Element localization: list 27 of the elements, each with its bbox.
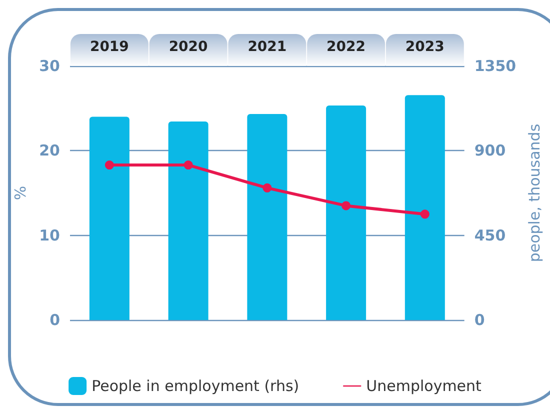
y2-tick-label: 0 — [474, 311, 485, 329]
y2-tick-label: 1350 — [474, 57, 516, 75]
y2-axis-title: people, thousands — [526, 124, 544, 262]
legend-label: Unemployment — [366, 377, 482, 395]
point — [420, 210, 430, 219]
y-tick-label: 20 — [39, 142, 60, 160]
y2-tick-label: 450 — [474, 226, 506, 244]
point — [104, 160, 114, 170]
x-tick-label: 2019 — [90, 39, 129, 55]
point — [262, 183, 272, 192]
y-tick-label: 30 — [39, 57, 60, 75]
bar — [247, 114, 288, 320]
bar — [89, 116, 130, 320]
x-tick-label: 2022 — [326, 39, 366, 55]
y-axis-title: % — [12, 186, 30, 200]
bar — [404, 95, 445, 320]
bar — [326, 106, 366, 320]
y2-tick-label: 900 — [474, 142, 506, 160]
x-tick-label: 2023 — [405, 39, 444, 55]
point — [342, 201, 351, 210]
x-tick-label: 2020 — [168, 39, 208, 55]
legend-label: People in employment (rhs) — [92, 377, 300, 395]
y-tick-label: 10 — [39, 226, 60, 244]
point — [184, 160, 193, 170]
bar — [168, 122, 208, 320]
x-tick-label: 2021 — [248, 39, 287, 55]
y-tick-label: 0 — [50, 311, 60, 329]
